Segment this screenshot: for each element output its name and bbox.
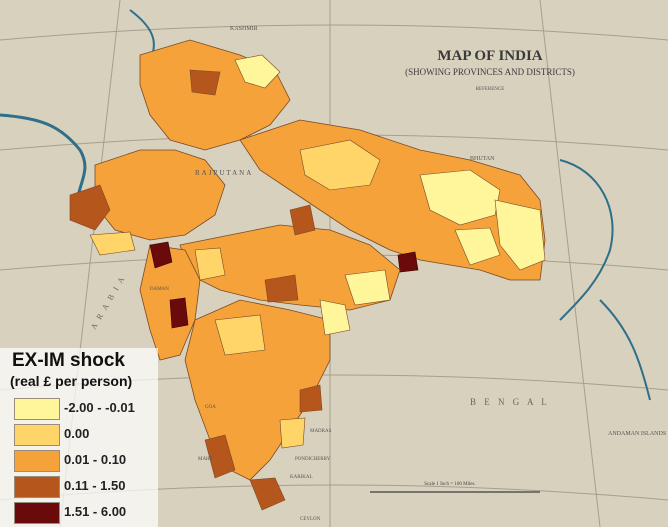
district-eastern-ghats xyxy=(319,299,351,336)
map-subtitle: (SHOWING PROVINCES AND DISTRICTS) xyxy=(405,67,575,77)
burma-coast xyxy=(599,299,651,401)
district-kutch xyxy=(89,231,136,256)
legend-swatch xyxy=(14,424,60,446)
district-bombay-peak xyxy=(169,297,189,329)
district-nellore xyxy=(299,384,323,413)
district-deccan-mid xyxy=(214,314,266,356)
district-kashmir-north xyxy=(234,54,281,89)
legend-panel: EX-IM shock (real £ per person) -2.00 - … xyxy=(0,348,158,527)
district-orissa xyxy=(344,269,391,306)
district-malabar xyxy=(204,434,236,479)
district-punjab-dark xyxy=(189,69,221,96)
legend-swatch xyxy=(14,398,60,420)
region-deccan xyxy=(184,299,331,481)
legend-swatch xyxy=(14,476,60,498)
place-madras: MADRAS xyxy=(310,429,332,434)
district-tinnevelly xyxy=(249,477,286,511)
legend-swatch xyxy=(14,450,60,472)
place-rajputana: RAJPUTANA xyxy=(195,169,253,177)
district-madras xyxy=(279,417,306,449)
map-title: MAP OF INDIA xyxy=(437,48,542,64)
legend-item-label: 0.01 - 0.10 xyxy=(64,452,127,467)
district-bengal-south xyxy=(454,227,501,266)
district-bengal xyxy=(494,199,546,271)
legend-item-label: -2.00 - -0.01 xyxy=(64,400,135,415)
legend-item-label: 0.00 xyxy=(64,426,90,441)
district-oudh xyxy=(299,139,381,191)
place-kashmir: KASHMIR xyxy=(230,26,258,32)
district-gujarat-peak xyxy=(149,241,173,269)
place-daman: DAMAN xyxy=(150,287,169,292)
map-reference: REFERENCE xyxy=(476,87,505,92)
place-bhutan: BHUTAN xyxy=(470,156,495,162)
islands-label: ANDAMAN ISLANDS xyxy=(608,431,666,437)
legend-item-label: 0.11 - 1.50 xyxy=(64,478,126,493)
district-sind xyxy=(69,184,111,231)
district-central-dark xyxy=(264,274,299,303)
place-mahe: MAHE xyxy=(198,457,213,462)
district-highest-east xyxy=(397,251,419,273)
place-goa: GOA xyxy=(205,405,216,410)
legend-swatch xyxy=(14,502,60,524)
district-bihar xyxy=(419,169,501,226)
bay-label: B E N G A L xyxy=(470,397,550,407)
legend-subtitle: (real £ per person) xyxy=(10,373,133,389)
map-scale: Scale 1 Inch = 100 Miles. xyxy=(424,482,475,487)
region-rajputana xyxy=(94,149,226,241)
place-pondicherry: PONDICHERRY xyxy=(295,457,331,462)
district-central-dark2 xyxy=(289,204,316,236)
place-karikal: KARIKAL xyxy=(290,475,313,480)
place-ceylon: CEYLON xyxy=(300,517,321,522)
district-khandesh xyxy=(194,247,226,281)
legend-item-label: 1.51 - 6.00 xyxy=(64,504,127,519)
legend-title: EX-IM shock xyxy=(12,350,125,371)
burma-border xyxy=(559,159,614,321)
